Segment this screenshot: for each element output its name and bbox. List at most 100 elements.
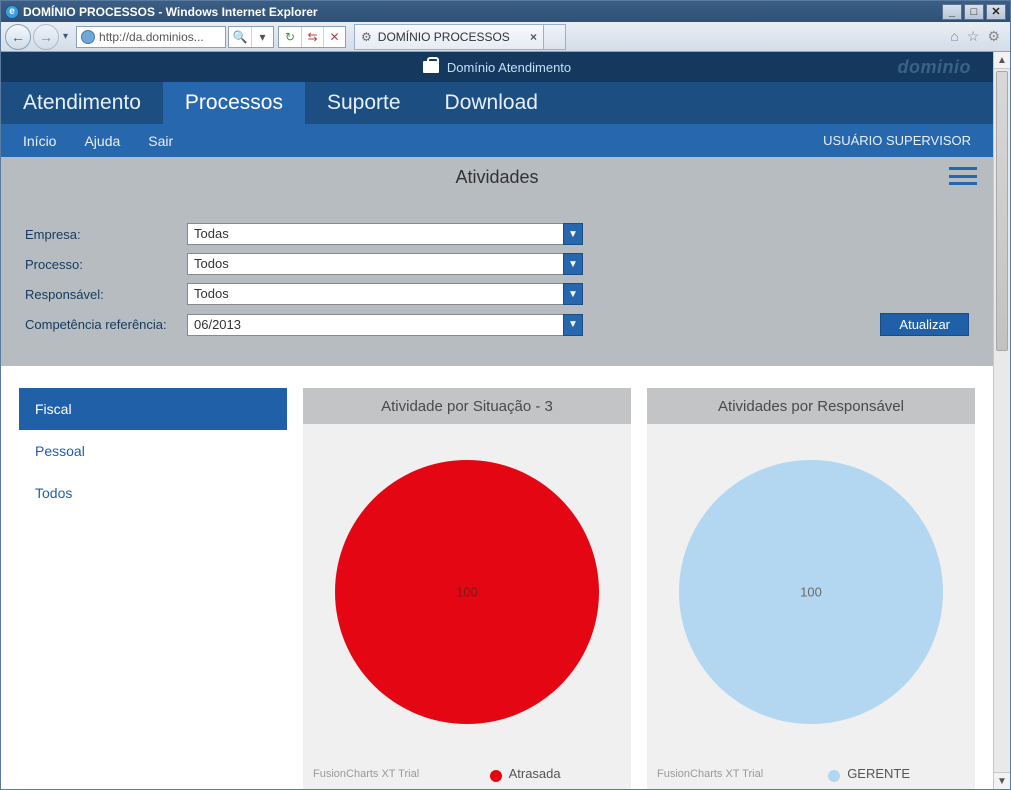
filter-label: Processo: [25, 257, 187, 272]
filter-value: Todos [187, 253, 563, 275]
primary-nav: Atendimento Processos Suporte Download [1, 82, 993, 124]
nav2-ajuda[interactable]: Ajuda [84, 133, 120, 149]
pie-center-label: 100 [800, 584, 822, 599]
filter-value: Todas [187, 223, 563, 245]
search-icon[interactable]: 🔍 [229, 27, 251, 47]
filter-row-competencia: Competência referência: 06/2013 ▼ Atuali… [25, 313, 969, 336]
legend-label: GERENTE [847, 766, 910, 781]
filter-processo-select[interactable]: Todos ▼ [187, 253, 583, 275]
tools-icon[interactable]: ⚙ [987, 28, 1000, 45]
globe-icon [81, 30, 95, 44]
titlebar-left: e DOMÍNIO PROCESSOS - Windows Internet E… [5, 5, 318, 19]
nav-suporte[interactable]: Suporte [305, 82, 423, 124]
chart-title: Atividade por Situação - 3 [303, 388, 631, 424]
window-title: DOMÍNIO PROCESSOS - Windows Internet Exp… [23, 5, 318, 19]
filter-value: 06/2013 [187, 314, 563, 336]
refresh-icon[interactable]: ↻ [279, 27, 301, 47]
filter-empresa-select[interactable]: Todas ▼ [187, 223, 583, 245]
page-header: Atividades [1, 157, 993, 197]
menu-icon[interactable] [949, 167, 977, 185]
minimize-button[interactable]: _ [942, 4, 962, 20]
page-title: Atividades [455, 167, 538, 188]
address-bar[interactable]: http://da.dominios... [76, 26, 226, 48]
toolbar-buttons-2: ↻ ⇆ ✕ [278, 26, 346, 48]
brand-logo: dominio [898, 57, 980, 78]
chart-title: Atividades por Responsável [647, 388, 975, 424]
scroll-down-icon[interactable]: ▼ [994, 772, 1010, 789]
filter-label: Empresa: [25, 227, 187, 242]
tab-fiscal[interactable]: Fiscal [19, 388, 287, 430]
chart-watermark: FusionCharts XT Trial [313, 768, 419, 780]
filter-value: Todos [187, 283, 563, 305]
legend-item: Atrasada [490, 766, 561, 781]
pie-chart-responsavel: 100 [679, 460, 943, 724]
vertical-scrollbar[interactable]: ▲ ▼ [993, 52, 1010, 789]
chart-watermark: FusionCharts XT Trial [657, 768, 763, 780]
back-button[interactable]: ← [5, 24, 31, 50]
favorites-icon[interactable]: ☆ [967, 28, 980, 45]
toolbar-buttons: 🔍 ▾ [228, 26, 274, 48]
browser-tabs: ⚙ DOMÍNIO PROCESSOS × [354, 24, 948, 50]
chevron-down-icon: ▼ [563, 253, 583, 275]
pie-chart-situacao: 100 [335, 460, 599, 724]
nav2-inicio[interactable]: Início [23, 133, 56, 149]
main-content: Fiscal Pessoal Todos Atividade por Situa… [1, 366, 993, 789]
browser-toolbar: ← → ▾ http://da.dominios... 🔍 ▾ ↻ ⇆ ✕ ⚙ … [1, 22, 1010, 52]
home-icon[interactable]: ⌂ [950, 28, 958, 45]
app-top-label: Domínio Atendimento [447, 60, 571, 75]
app-top-bar: Domínio Atendimento dominio [1, 52, 993, 82]
nav-processos[interactable]: Processos [163, 82, 305, 124]
toolbar-right: ⌂ ☆ ⚙ [950, 28, 1006, 45]
gear-icon: ⚙ [361, 30, 372, 44]
window-buttons: _ □ ✕ [942, 4, 1006, 20]
maximize-button[interactable]: □ [964, 4, 984, 20]
new-tab-button[interactable] [544, 24, 566, 50]
close-button[interactable]: ✕ [986, 4, 1006, 20]
user-label: USUÁRIO SUPERVISOR [823, 133, 971, 148]
scroll-thumb[interactable] [996, 71, 1008, 351]
browser-tab[interactable]: ⚙ DOMÍNIO PROCESSOS × [354, 24, 544, 50]
nav-download[interactable]: Download [423, 82, 560, 124]
ie-window: e DOMÍNIO PROCESSOS - Windows Internet E… [0, 0, 1011, 790]
nav-atendimento[interactable]: Atendimento [1, 82, 163, 124]
filter-label: Responsável: [25, 287, 187, 302]
secondary-nav: Início Ajuda Sair USUÁRIO SUPERVISOR [1, 124, 993, 157]
tab-close-icon[interactable]: × [530, 30, 537, 44]
tab-pessoal[interactable]: Pessoal [19, 430, 287, 472]
filter-responsavel-select[interactable]: Todos ▼ [187, 283, 583, 305]
pie-center-label: 100 [456, 584, 478, 599]
scroll-up-icon[interactable]: ▲ [994, 52, 1010, 69]
tab-title: DOMÍNIO PROCESSOS [378, 30, 510, 44]
dropdown-icon[interactable]: ▾ [251, 27, 273, 47]
secondary-nav-left: Início Ajuda Sair [23, 133, 173, 149]
filter-panel: Empresa: Todas ▼ Processo: Todos ▼ Respo… [1, 197, 993, 366]
compat-icon[interactable]: ⇆ [301, 27, 323, 47]
window-titlebar: e DOMÍNIO PROCESSOS - Windows Internet E… [1, 1, 1010, 22]
filter-row-processo: Processo: Todos ▼ [25, 253, 969, 275]
stop-icon[interactable]: ✕ [323, 27, 345, 47]
nav2-sair[interactable]: Sair [148, 133, 173, 149]
chevron-down-icon: ▼ [563, 223, 583, 245]
dropdown-icon[interactable]: ▾ [61, 31, 70, 42]
chart-area: 100 [303, 424, 631, 759]
legend-dot-icon [828, 770, 840, 782]
filter-competencia-select[interactable]: 06/2013 ▼ [187, 314, 583, 336]
legend-label: Atrasada [509, 766, 561, 781]
filter-row-empresa: Empresa: Todas ▼ [25, 223, 969, 245]
chart-footer: FusionCharts XT Trial GERENTE [647, 759, 975, 789]
legend-item: GERENTE [828, 766, 910, 781]
forward-button[interactable]: → [33, 24, 59, 50]
chevron-down-icon: ▼ [563, 283, 583, 305]
browser-viewport: Domínio Atendimento dominio Atendimento … [1, 52, 1010, 789]
ie-logo-icon: e [5, 5, 19, 19]
chart-card-situacao: Atividade por Situação - 3 100 FusionCha… [303, 388, 631, 789]
legend-dot-icon [490, 770, 502, 782]
update-button[interactable]: Atualizar [880, 313, 969, 336]
chart-card-responsavel: Atividades por Responsável 100 FusionCha… [647, 388, 975, 789]
tab-todos[interactable]: Todos [19, 472, 287, 514]
filter-row-responsavel: Responsável: Todos ▼ [25, 283, 969, 305]
chart-area: 100 [647, 424, 975, 759]
briefcase-icon [423, 61, 439, 73]
chevron-down-icon: ▼ [563, 314, 583, 336]
scroll-track[interactable] [994, 69, 1010, 772]
